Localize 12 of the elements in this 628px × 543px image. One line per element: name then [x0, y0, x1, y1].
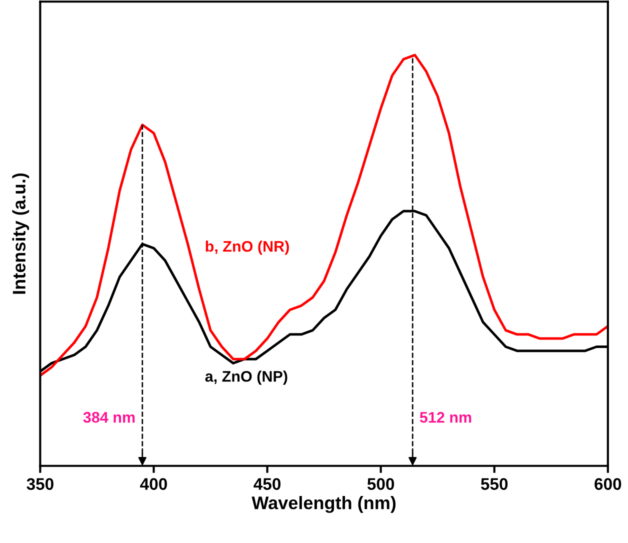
series-label: b, ZnO (NR): [206, 240, 289, 255]
x-tick-label: 350: [26, 478, 54, 490]
x-tick-label: 550: [480, 478, 508, 490]
x-tick-label: 500: [367, 478, 394, 490]
x-tick-label: 600: [594, 478, 622, 490]
x-tick-label: 450: [254, 478, 280, 490]
y-axis-title: Intensity (a.u.): [12, 173, 30, 294]
ref-line-label: 512 nm: [420, 412, 472, 423]
ref-line-label: 384 nm: [83, 412, 135, 423]
series-label: a, ZnO (NP): [205, 370, 288, 385]
x-axis-title: Wavelength (nm): [252, 496, 396, 513]
x-tick-label: 400: [140, 478, 167, 490]
